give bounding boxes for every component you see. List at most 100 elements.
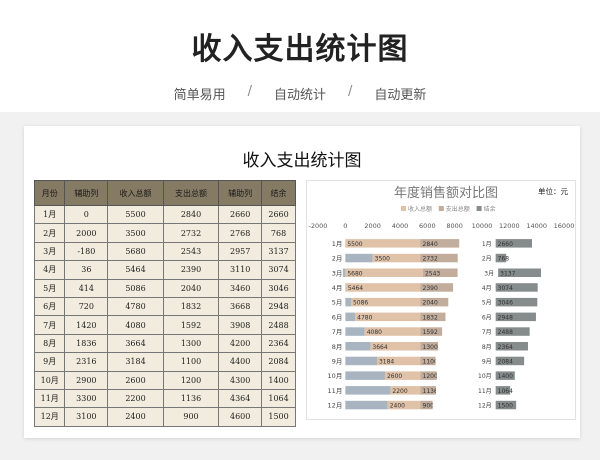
y-category-label: 11月 [328,387,343,395]
bar-series-0 [345,297,351,307]
bar-data-label: 2月 [482,256,492,263]
chart-container: 年度销售额对比图 单位：元 收入总额 支出总额 结余 -2000 0 2000 4000 6000… [306,180,576,420]
bar-data-label: 4080 [367,329,382,336]
table-cell: 5086 [107,278,164,298]
bar-收入总额 [370,342,421,351]
table-cell: 3668 [218,296,263,317]
feature-tag: 简单易用 [173,88,226,103]
bar-data-label: 1136 [423,388,438,395]
bar-收入总额 [376,356,421,366]
bar-收入总额 [350,297,421,307]
legend-swatch [438,206,444,211]
legend-swatch [476,206,482,211]
bar-series-0 [345,371,385,380]
table-cell: 2000 [64,223,109,243]
page-title: 收入支出统计图 [191,32,409,67]
bar-收入总额 [372,253,421,263]
bar-data-label: 3664 [372,344,387,351]
legend-label: 收入总额 [408,205,432,213]
bar-结余 [495,356,525,366]
y-category-label: 2月 [332,255,343,263]
y-category-label: 10月 [328,372,343,380]
bar-series-3 [445,312,496,322]
bar-data-label: 8月 [482,344,492,351]
bar-结余 [495,327,530,336]
y-category-label: 6月 [332,313,343,321]
table-cell: 4364 [218,388,263,409]
table-cell: 1832 [162,296,220,317]
table-header-row: 月份 辅助列 收入总额 支出总额 辅助列 结余 [33,180,296,206]
bar-收入总额 [345,268,423,277]
table-cell: 5500 [107,204,164,225]
chart-unit-label: 单位：元 [538,186,568,196]
table-row: 10月 2900 2600 1200 4300 1400 [33,370,296,390]
legend-label: 支出总额 [446,205,470,213]
chart-title: 年度销售额对比图 [394,185,498,201]
table-cell: 3500 [107,223,164,243]
bar-data-label: 5500 [347,241,362,248]
bar-series-3 [438,342,496,351]
table-cell: 4月 [33,260,66,280]
table-cell: 1136 [162,388,220,409]
bar-data-label: 12月 [478,403,492,410]
bar-series-0 [345,327,365,336]
bar-series-3 [457,268,499,277]
bar-收入总额 [364,327,421,336]
table-cell: 2840 [162,204,220,225]
table-cell: 2948 [261,296,296,317]
bar-series-3 [448,297,496,307]
x-tick-label: 4000 [392,222,409,230]
statistics-card: 收入支出统计图 月份 辅助列 收入总额 支出总额 辅助列 结余 1月 0 5500 2… [24,126,580,438]
bar-data-label: 3500 [375,256,390,263]
bar-data-label: 7月 [482,329,492,336]
feature-tags: 简单易用 / 自动统计 / 自动更新 [0,84,600,103]
bar-series-3 [442,327,496,336]
table-cell: 4780 [107,296,164,317]
bar-series-0 [345,253,373,263]
table-header-cell: 辅助列 [218,180,263,206]
bar-series-3 [436,371,496,380]
bar-支出总额 [420,356,436,366]
y-category-label: 5月 [332,299,343,307]
table-cell: 8月 [33,333,66,354]
x-tick-label: 8000 [446,222,463,230]
bar-结余 [495,386,511,395]
bar-收入总额 [387,400,421,410]
bar-series-3 [432,400,496,410]
table-row: 8月 1836 3664 1300 4200 2364 [33,333,296,354]
legend-swatch [401,206,406,211]
bar-data-label: 9月 [482,358,492,365]
y-category-label: 12月 [328,402,343,410]
bar-data-label: 3074 [498,285,513,292]
table-cell: 2200 [107,388,164,409]
table-cell: 1300 [162,333,220,354]
bar-data-label: 6月 [482,314,492,321]
table-header-cell: 月份 [33,180,66,206]
table-cell: 768 [261,223,296,243]
table-cell: 3100 [64,407,109,427]
y-category-label: 7月 [332,328,343,336]
table-row: 11月 3300 2200 1136 4364 1064 [33,388,296,409]
bar-series-0 [345,386,391,395]
table-cell: 3月 [33,241,66,262]
bar-收入总额 [345,283,421,292]
bar-data-label: 900 [423,403,435,410]
table-cell: 5月 [33,278,66,298]
bar-收入总额 [390,386,421,395]
x-tick-label: 14000 [526,222,547,230]
bar-data-label: 1592 [423,329,438,336]
bar-data-label: 2488 [498,329,513,336]
bar-series-0 [345,400,388,410]
bar-data-label: 1500 [498,403,513,410]
table-cell: 720 [64,296,109,317]
x-tick-label: 10000 [472,222,493,230]
table-cell: 1836 [64,333,109,354]
bar-data-label: 1064 [498,388,513,395]
table-cell: 1064 [261,388,296,409]
table-header-cell: 结余 [261,180,296,206]
x-tick-label: 0 [343,222,347,230]
table-cell: 4300 [218,370,263,390]
bar-支出总额 [420,327,443,336]
bar-结余 [495,312,536,322]
table-header-cell: 辅助列 [64,180,109,206]
